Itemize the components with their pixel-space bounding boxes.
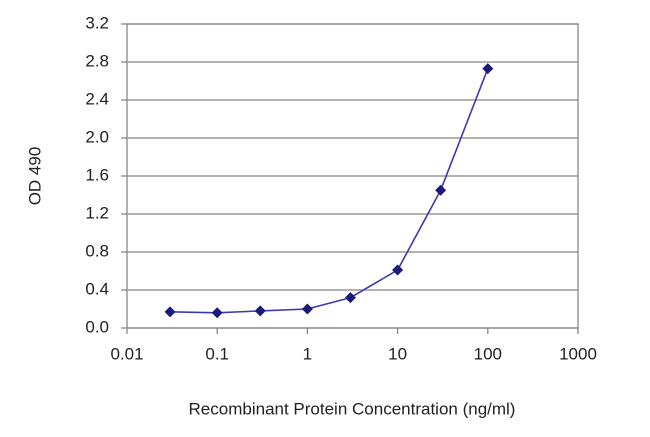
data-line <box>170 68 489 314</box>
y-tick-label: 2.4 <box>85 89 109 108</box>
x-tick-label: 100 <box>474 344 502 363</box>
x-tick-label: 0.1 <box>205 344 229 363</box>
x-tick-label: 10 <box>388 344 407 363</box>
y-tick-label: 0.4 <box>85 279 109 298</box>
data-point <box>301 303 313 315</box>
data-point <box>344 292 356 304</box>
x-tick-label: 1000 <box>559 344 597 363</box>
plot-frame <box>126 23 579 329</box>
x-axis-label: Recombinant Protein Concentration (ng/ml… <box>189 399 516 418</box>
data-point <box>211 307 223 319</box>
data-point <box>164 306 176 318</box>
y-tick-label: 1.6 <box>85 165 109 184</box>
y-tick-label: 1.2 <box>85 203 109 222</box>
x-tick-label: 0.01 <box>110 344 143 363</box>
y-tick-label: 0.0 <box>85 317 109 336</box>
y-axis-label: OD 490 <box>25 147 44 206</box>
y-tick-label: 2.8 <box>85 51 109 70</box>
data-point <box>435 184 447 196</box>
y-tick-label: 0.8 <box>85 241 109 260</box>
data-point <box>482 63 494 75</box>
y-tick-label: 2.0 <box>85 127 109 146</box>
data-point <box>392 264 404 276</box>
y-tick-label: 3.2 <box>85 13 109 32</box>
data-point <box>254 305 266 317</box>
x-tick-label: 1 <box>303 344 312 363</box>
